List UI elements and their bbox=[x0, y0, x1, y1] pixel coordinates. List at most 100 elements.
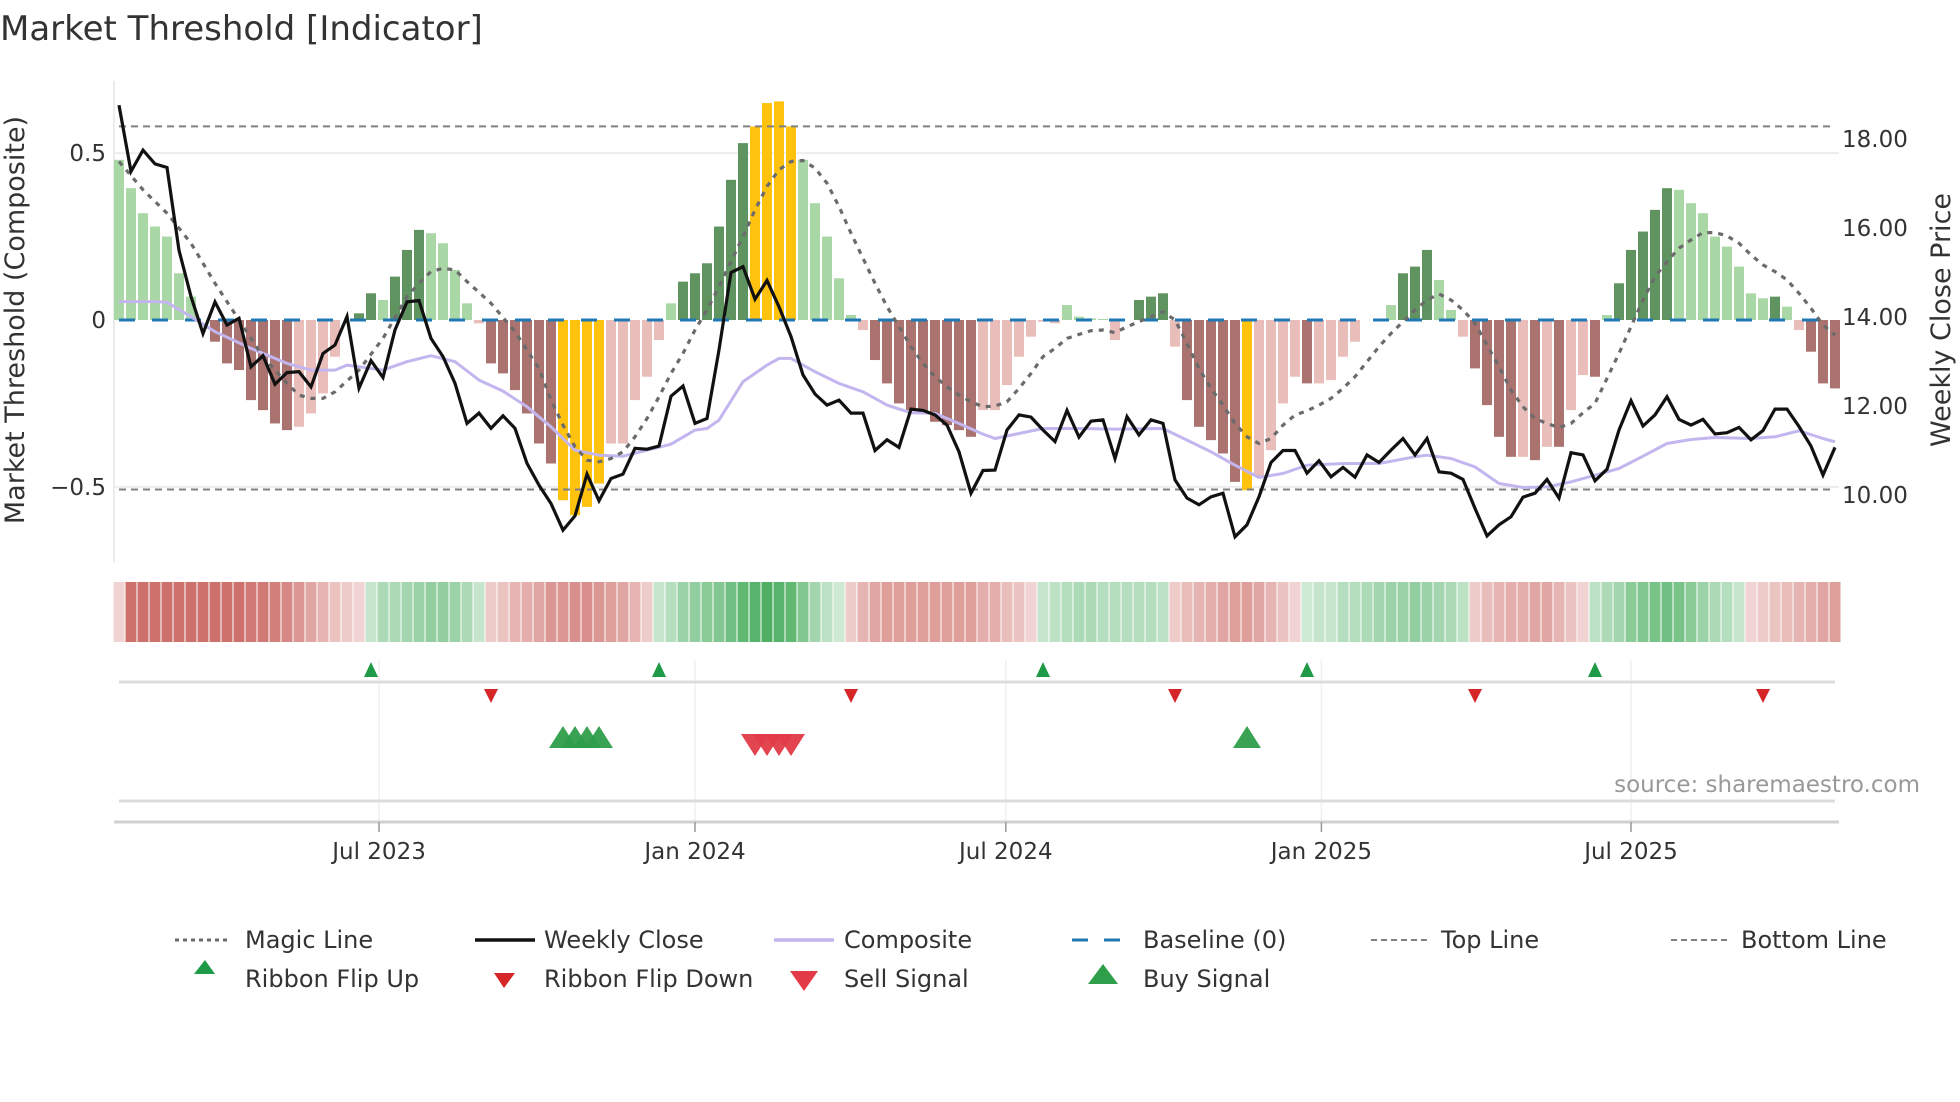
ribbon-cell bbox=[389, 582, 401, 642]
ribbon-cell bbox=[281, 582, 293, 642]
ribbon-cell bbox=[1673, 582, 1685, 642]
ribbon-cell bbox=[545, 582, 557, 642]
ribbon-cell bbox=[785, 582, 797, 642]
ribbon-cell bbox=[113, 582, 125, 642]
composite-bar bbox=[186, 296, 196, 320]
ribbon-cell bbox=[1685, 582, 1697, 642]
ribbon-cell bbox=[1181, 582, 1193, 642]
right-tick-label: 16.00 bbox=[1842, 216, 1908, 242]
ribbon-cell bbox=[1421, 582, 1433, 642]
right-tick-label: 14.00 bbox=[1842, 305, 1908, 331]
left-tick-label: 0 bbox=[91, 308, 106, 334]
ribbon-flip-down-marker bbox=[484, 689, 498, 703]
legend-item-weekly-close: Weekly Close bbox=[475, 926, 704, 954]
ribbon-cell bbox=[461, 582, 473, 642]
ribbon-cell bbox=[977, 582, 989, 642]
ribbon-cell bbox=[353, 582, 365, 642]
ribbon-cell bbox=[1325, 582, 1337, 642]
legend-item-composite: Composite bbox=[774, 926, 972, 954]
ribbon-cell bbox=[317, 582, 329, 642]
composite-bar bbox=[1566, 320, 1576, 411]
ribbon-cell bbox=[401, 582, 413, 642]
composite-bar bbox=[1686, 203, 1696, 320]
legend-item-ribbon-flip-down: Ribbon Flip Down bbox=[494, 965, 753, 993]
composite-bar bbox=[1806, 320, 1816, 352]
composite-bar bbox=[1818, 320, 1828, 384]
composite-bar bbox=[114, 159, 124, 320]
ribbon-cell bbox=[377, 582, 389, 642]
ribbon-cell bbox=[833, 582, 845, 642]
buy-signal-marker bbox=[585, 726, 613, 748]
ribbon-cell bbox=[449, 582, 461, 642]
composite-bar bbox=[426, 233, 436, 320]
ribbon-cell bbox=[1565, 582, 1577, 642]
buy-signal-icon bbox=[1088, 964, 1118, 984]
ribbon-cell bbox=[1769, 582, 1781, 642]
composite-bar bbox=[522, 320, 532, 414]
composite-bar bbox=[1746, 293, 1756, 320]
ribbon-cell bbox=[1277, 582, 1289, 642]
composite-bar bbox=[942, 320, 952, 426]
ribbon-cell bbox=[1013, 582, 1025, 642]
composite-bar bbox=[1542, 320, 1552, 447]
composite-bar bbox=[1434, 279, 1444, 320]
ribbon-cell bbox=[1781, 582, 1793, 642]
ribbon-cell bbox=[509, 582, 521, 642]
chart-title: Market Threshold [Indicator] bbox=[0, 9, 483, 49]
composite-bar bbox=[1794, 320, 1804, 331]
ribbon-cell bbox=[521, 582, 533, 642]
ribbon-cell bbox=[857, 582, 869, 642]
composite-bar bbox=[1050, 320, 1060, 324]
ribbon-cell bbox=[1613, 582, 1625, 642]
ribbon-cell bbox=[1409, 582, 1421, 642]
composite-bar bbox=[870, 320, 880, 361]
composite-bar bbox=[594, 320, 604, 484]
composite-bar bbox=[246, 320, 256, 401]
composite-bar bbox=[174, 273, 184, 320]
composite-bar bbox=[570, 320, 580, 516]
ribbon-cell bbox=[209, 582, 221, 642]
ribbon-cell bbox=[245, 582, 257, 642]
ribbon-flip-up-marker bbox=[1588, 662, 1602, 677]
legend-label: Magic Line bbox=[245, 926, 373, 954]
ribbon-cell bbox=[809, 582, 821, 642]
composite-bar bbox=[1446, 309, 1456, 320]
ribbon-cell bbox=[1337, 582, 1349, 642]
composite-bar bbox=[1278, 320, 1288, 404]
ribbon-cell bbox=[341, 582, 353, 642]
ribbon-cell bbox=[1061, 582, 1073, 642]
ribbon-cell bbox=[329, 582, 341, 642]
ribbon-cell bbox=[1445, 582, 1457, 642]
ribbon-cell bbox=[1397, 582, 1409, 642]
legend-item-top-line: Top Line bbox=[1371, 926, 1539, 954]
composite-bar bbox=[330, 320, 340, 357]
composite-bar bbox=[822, 236, 832, 320]
ribbon-cell bbox=[1001, 582, 1013, 642]
composite-bar bbox=[486, 320, 496, 364]
composite-bar bbox=[234, 320, 244, 371]
composite-bar bbox=[366, 293, 376, 320]
composite-bar bbox=[762, 103, 772, 320]
ribbon-cell bbox=[617, 582, 629, 642]
ribbon-cell bbox=[1601, 582, 1613, 642]
ribbon-cell bbox=[533, 582, 545, 642]
composite-bar bbox=[258, 320, 268, 411]
composite-bar bbox=[1386, 304, 1396, 320]
ribbon-cell bbox=[1469, 582, 1481, 642]
composite-bar bbox=[1782, 306, 1792, 320]
composite-bar bbox=[1002, 320, 1012, 386]
ribbon-flip-down-marker bbox=[1468, 689, 1482, 703]
composite-bar bbox=[906, 320, 916, 411]
legend-item-baseline: Baseline (0) bbox=[1072, 926, 1286, 954]
right-tick-label: 18.00 bbox=[1842, 127, 1908, 153]
sell-signal-icon bbox=[790, 971, 818, 991]
magic-line bbox=[117, 158, 1837, 464]
composite-bar bbox=[1242, 320, 1252, 491]
ribbon-cell bbox=[1481, 582, 1493, 642]
ribbon-flip-up-marker bbox=[364, 662, 378, 677]
ribbon-cell bbox=[953, 582, 965, 642]
composite-bar bbox=[1458, 320, 1468, 337]
ribbon-cell bbox=[413, 582, 425, 642]
composite-bar bbox=[354, 313, 364, 320]
ribbon-cell bbox=[713, 582, 725, 642]
